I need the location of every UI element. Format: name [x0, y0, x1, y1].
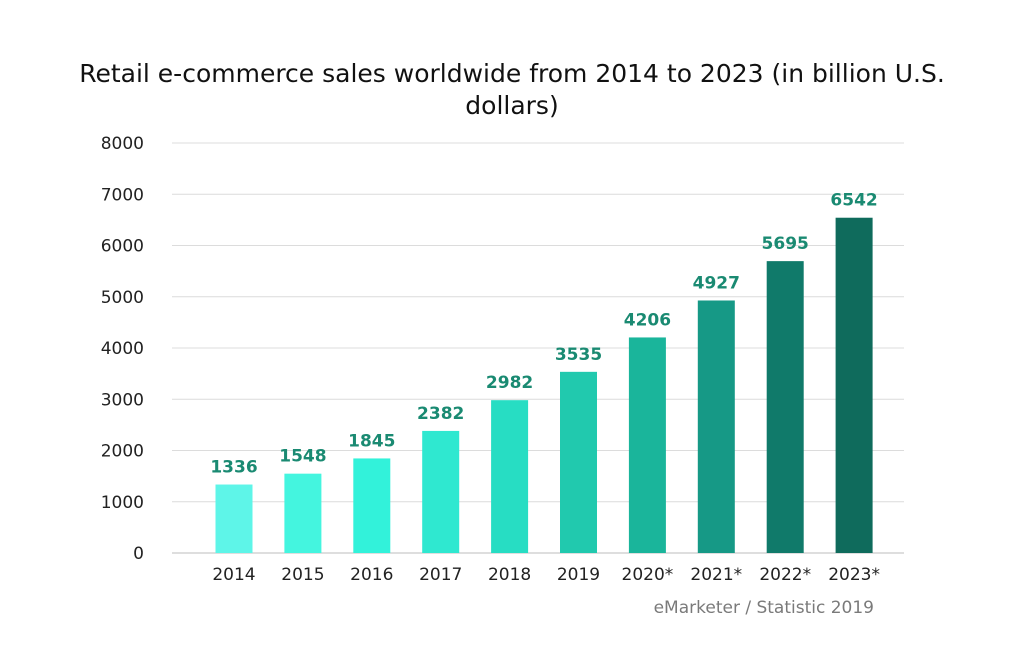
data-label: 4206: [624, 310, 671, 330]
x-tick-label: 2014: [212, 565, 255, 585]
x-tick-label: 2019: [557, 565, 600, 585]
data-label: 2382: [417, 404, 464, 424]
y-axis-ticks: 0 1000 2000 3000 4000 5000 6000 7000 8000: [101, 134, 144, 564]
data-label: 6542: [830, 191, 877, 211]
data-label: 1548: [279, 447, 326, 467]
bar-2015: [284, 473, 322, 553]
bar-2021: [697, 300, 735, 553]
data-labels: 1336 1548 1845 2382 2982 3535 4206 4927 5695 6542: [210, 191, 877, 478]
bars: [215, 217, 873, 553]
bar-2014: [215, 484, 253, 553]
x-tick-label: 2015: [281, 565, 324, 585]
y-tick-label: 7000: [101, 185, 144, 205]
y-tick-label: 6000: [101, 237, 144, 257]
source-credit: eMarketer / Statistic 2019: [653, 598, 874, 618]
y-tick-label: 4000: [101, 339, 144, 359]
y-tick-label: 0: [133, 544, 144, 564]
x-tick-label: 2022*: [759, 565, 811, 585]
x-tick-label: 2017: [419, 565, 462, 585]
data-label: 1336: [210, 458, 257, 478]
bar-2023: [835, 217, 873, 553]
bar-2016: [353, 458, 391, 553]
x-tick-label: 2018: [488, 565, 531, 585]
data-label: 1845: [348, 431, 395, 451]
data-label: 3535: [555, 345, 602, 365]
bar-2018: [491, 400, 529, 553]
data-label: 2982: [486, 373, 533, 393]
y-tick-label: 1000: [101, 493, 144, 513]
y-tick-label: 5000: [101, 288, 144, 308]
x-tick-label: 2021*: [690, 565, 742, 585]
bar-2020: [628, 337, 666, 553]
data-label: 4927: [693, 273, 740, 293]
y-tick-label: 2000: [101, 442, 144, 462]
x-tick-label: 2023*: [828, 565, 880, 585]
bar-2019: [560, 371, 597, 553]
y-tick-label: 3000: [101, 390, 144, 410]
x-axis-ticks: 2014 2015 2016 2017 2018 2019 2020* 2021* 2022* 2…: [212, 565, 880, 585]
bar-2017: [422, 430, 460, 553]
x-tick-label: 2020*: [622, 565, 674, 585]
y-tick-label: 8000: [101, 134, 144, 154]
bar-2022: [766, 261, 804, 553]
x-tick-label: 2016: [350, 565, 393, 585]
data-label: 5695: [762, 234, 809, 254]
chart-title: Retail e-commerce sales worldwide from 2…: [79, 59, 945, 120]
